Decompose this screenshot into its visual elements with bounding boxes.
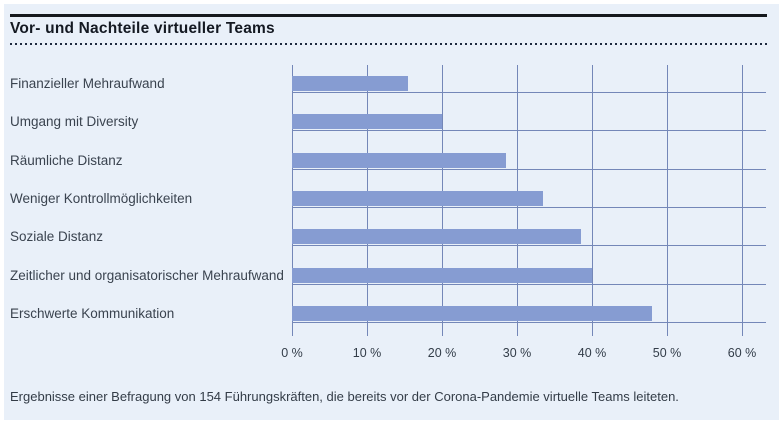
- dotted-separator: [10, 43, 767, 45]
- gridline: [667, 65, 668, 336]
- category-label: Erschwerte Kommunikation: [10, 305, 175, 321]
- category-label: Soziale Distanz: [10, 229, 104, 245]
- footer-note: Ergebnisse einer Befragung von 154 Führu…: [10, 389, 679, 404]
- gridline: [592, 65, 593, 336]
- x-tick-label: 20 %: [427, 346, 457, 360]
- bar: [292, 267, 592, 283]
- row-baseline: [292, 321, 766, 323]
- category-label: Räumliche Distanz: [10, 152, 123, 168]
- bar: [292, 114, 442, 130]
- bar: [292, 229, 581, 245]
- page-title: Vor- und Nachteile virtueller Teams: [10, 20, 275, 37]
- x-axis: 0 % 10 % 20 % 30 % 40 % 50 % 60 %: [281, 346, 766, 362]
- bar: [292, 76, 409, 91]
- category-label: Weniger Kontrollmöglichkeiten: [10, 190, 193, 206]
- x-tick-label: 10 %: [352, 346, 382, 360]
- gridline: [742, 65, 743, 336]
- row-baseline: [292, 168, 766, 170]
- title-top-rule: [10, 14, 767, 17]
- bar: [292, 190, 544, 206]
- row-baseline: [292, 92, 766, 93]
- x-tick-label: 60 %: [727, 346, 757, 360]
- plot-area: [292, 65, 766, 336]
- row-baseline: [292, 206, 766, 208]
- row-baseline: [292, 130, 766, 132]
- chart-panel: Vor- und Nachteile virtueller Teams Fina…: [4, 4, 779, 420]
- row-baseline: [292, 245, 766, 247]
- row-baseline: [292, 283, 766, 285]
- bar: [292, 305, 652, 321]
- category-label: Umgang mit Diversity: [10, 114, 139, 130]
- bar: [292, 152, 506, 168]
- category-label: Finanzieller Mehraufwand: [10, 76, 165, 91]
- x-tick-label: 40 %: [577, 346, 607, 360]
- x-tick-label: 0 %: [281, 346, 303, 360]
- x-tick-label: 30 %: [502, 346, 532, 360]
- category-label: Zeitlicher und organisatorischer Mehrauf…: [10, 267, 284, 283]
- x-tick-label: 50 %: [652, 346, 682, 360]
